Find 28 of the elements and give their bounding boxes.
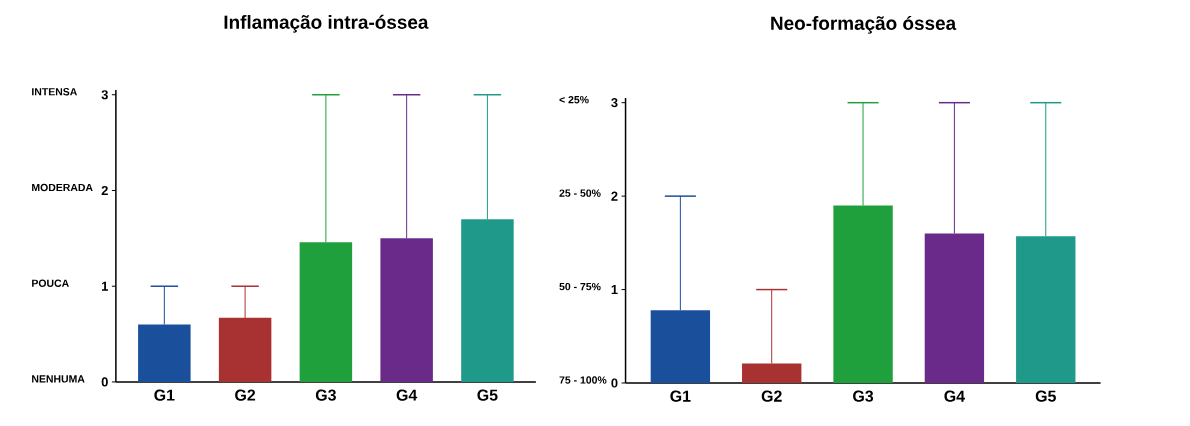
x-tick-label: G4 bbox=[396, 389, 418, 401]
y-tick-label: 2 bbox=[611, 191, 618, 201]
y-tick-label: 1 bbox=[101, 281, 109, 291]
x-tick-label: G1 bbox=[154, 389, 175, 401]
text: INTENSA bbox=[32, 88, 78, 96]
x-tick-label: G3 bbox=[853, 390, 874, 402]
x-tick-label: G3 bbox=[315, 389, 336, 401]
x-tick-label: G2 bbox=[761, 390, 782, 402]
text: MODERADA bbox=[32, 183, 93, 192]
text: POUCA bbox=[32, 279, 69, 287]
chart-title: Inflamação intra-óssea bbox=[224, 14, 429, 33]
y-tick-label: 0 bbox=[101, 377, 108, 387]
y-tick-label: 3 bbox=[101, 90, 108, 100]
x-tick-label: G1 bbox=[670, 390, 691, 402]
y-tick-label: 0 bbox=[611, 378, 618, 388]
text: 25 - 50% bbox=[559, 189, 601, 197]
x-tick-label: G5 bbox=[477, 389, 498, 401]
x-tick-label: G2 bbox=[235, 389, 256, 401]
y-tick-label: 3 bbox=[611, 98, 618, 108]
text: NENHUMA bbox=[32, 375, 85, 383]
text: 50 - 75% bbox=[559, 282, 601, 291]
y-tick-label: 1 bbox=[611, 285, 618, 295]
chart-title: Neo-formação óssea bbox=[771, 15, 957, 34]
x-tick-label: G4 bbox=[944, 390, 965, 402]
x-tick-label: G5 bbox=[1035, 390, 1056, 402]
text: < 25% bbox=[559, 95, 589, 104]
text: 75 - 100% bbox=[559, 376, 607, 384]
y-tick-label: 2 bbox=[101, 185, 108, 196]
